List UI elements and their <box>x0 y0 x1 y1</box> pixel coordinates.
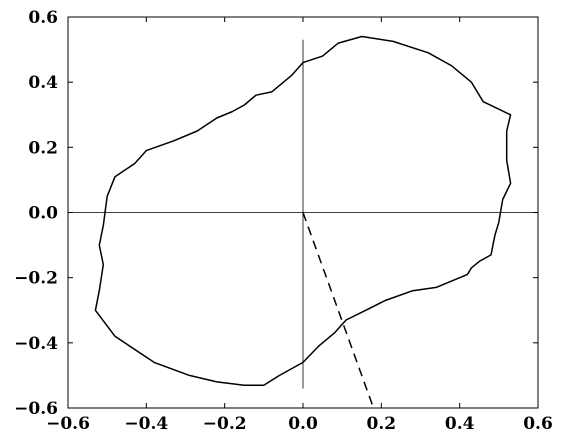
y-tick-label: −0.6 <box>14 399 58 419</box>
dashed-line <box>302 212 375 409</box>
x-tick-label: −0.6 <box>46 414 90 434</box>
outline-curve <box>94 35 512 386</box>
series-layer <box>68 35 538 409</box>
x-tick-labels: −0.6 −0.4 −0.2 0.0 0.2 0.4 0.6 <box>46 414 553 434</box>
y-tick-labels: −0.6 −0.4 −0.2 0.0 0.2 0.4 0.6 <box>14 8 58 419</box>
x-tick-label: 0.0 <box>288 414 318 434</box>
y-tick-label: −0.4 <box>14 334 58 354</box>
x-tick-label: −0.2 <box>203 414 247 434</box>
x-tick-label: 0.4 <box>445 414 475 434</box>
y-tick-label: 0.0 <box>28 204 58 224</box>
x-tick-label: −0.4 <box>124 414 168 434</box>
y-tick-label: 0.4 <box>28 73 58 93</box>
y-tick-label: 0.2 <box>28 138 58 158</box>
x-tick-label: 0.2 <box>367 414 397 434</box>
y-tick-label: −0.2 <box>14 269 58 289</box>
x-tick-label: 0.6 <box>523 414 553 434</box>
y-tick-label: 0.6 <box>28 8 58 28</box>
